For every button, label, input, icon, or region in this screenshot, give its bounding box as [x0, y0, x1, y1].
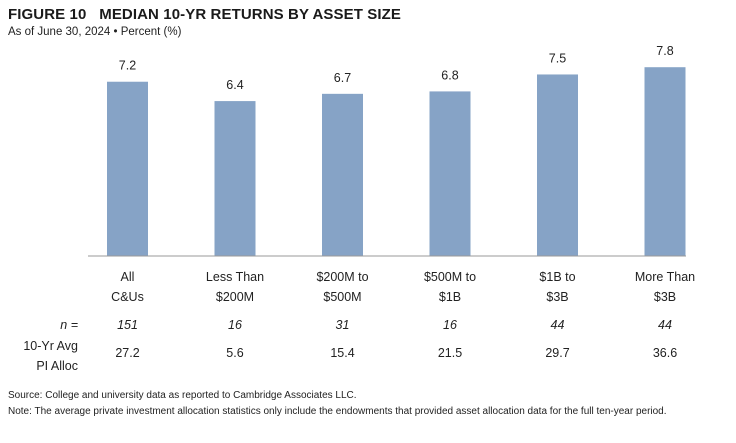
n-row-label: n =: [60, 318, 78, 332]
n-value-4: 44: [551, 318, 565, 332]
bar-0: [107, 81, 148, 257]
bars-layer: [107, 67, 686, 257]
bar-2: [322, 93, 363, 256]
category-label-5-line-1: $3B: [654, 290, 676, 304]
alloc-value-5: 36.6: [653, 346, 677, 360]
value-label-0: 7.2: [119, 59, 136, 73]
category-label-4-line-1: $3B: [546, 290, 568, 304]
bar-chart: 7.2 All C&Us 6.4 Less Than $200M 6.7 $200M to $5…: [23, 44, 695, 373]
allocation-note: Note: The average private investment all…: [8, 406, 667, 417]
bar-5: [644, 67, 686, 256]
bar-1: [214, 101, 256, 256]
alloc-value-3: 21.5: [438, 346, 462, 360]
alloc-row-label-line-1: PI Alloc: [36, 359, 78, 373]
value-label-5: 7.8: [656, 44, 673, 58]
category-label-0-line-0: All: [121, 270, 135, 284]
bar-3: [429, 91, 471, 256]
n-value-1: 16: [228, 318, 242, 332]
alloc-row-label-line-0: 10-Yr Avg: [23, 339, 78, 353]
n-value-5: 44: [658, 318, 672, 332]
alloc-value-4: 29.7: [545, 346, 569, 360]
alloc-value-2: 15.4: [330, 346, 354, 360]
n-value-3: 16: [443, 318, 457, 332]
labels-layer: 7.2 All C&Us 6.4 Less Than $200M 6.7 $200M to $5…: [111, 44, 695, 304]
category-label-4-line-0: $1B to: [539, 270, 575, 284]
category-label-2-line-1: $500M: [323, 290, 361, 304]
stats-layer: 151 27.2 16 5.6 31 15.4 16 21.5 44 29.7 44 36.6 n = 1…: [23, 318, 677, 373]
category-label-2-line-0: $200M to: [316, 270, 368, 284]
alloc-value-0: 27.2: [115, 346, 139, 360]
value-label-1: 6.4: [226, 78, 243, 92]
n-value-0: 151: [117, 318, 138, 332]
value-label-4: 7.5: [549, 51, 566, 65]
category-label-3-line-1: $1B: [439, 290, 461, 304]
value-label-2: 6.7: [334, 71, 351, 85]
category-label-1-line-0: Less Than: [206, 270, 264, 284]
source-note: Source: College and university data as r…: [8, 390, 357, 401]
category-label-5-line-0: More Than: [635, 270, 695, 284]
category-label-3-line-0: $500M to: [424, 270, 476, 284]
figure-subtitle: As of June 30, 2024 • Percent (%): [8, 26, 182, 38]
category-label-0-line-1: C&Us: [111, 290, 144, 304]
category-label-1-line-1: $200M: [216, 290, 254, 304]
figure-title: FIGURE 10 MEDIAN 10-YR RETURNS BY ASSET …: [8, 6, 402, 23]
n-value-2: 31: [336, 318, 350, 332]
alloc-value-1: 5.6: [226, 346, 243, 360]
value-label-3: 6.8: [441, 68, 458, 82]
bar-4: [537, 74, 578, 256]
